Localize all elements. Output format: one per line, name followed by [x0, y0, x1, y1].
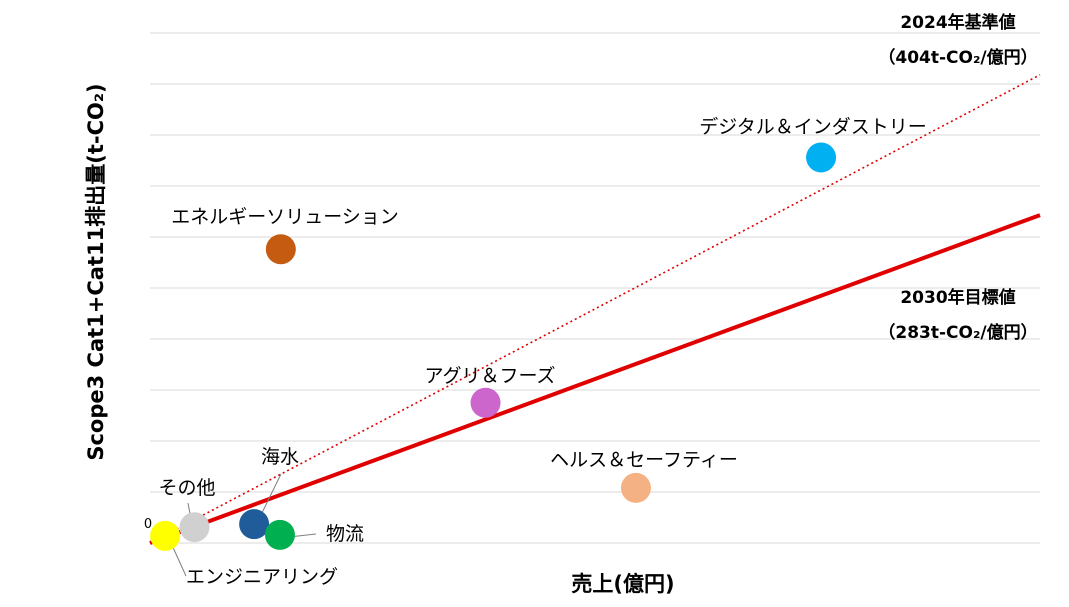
target-2030-line — [149, 213, 1041, 545]
baseline-2024-ratio: （404t-CO₂/億円） — [878, 47, 1037, 68]
y-axis-title: Scope3 Cat1+Cat11排出量(t-CO₂) — [84, 83, 108, 460]
data-point — [264, 519, 295, 550]
data-point-label: デジタル＆インダストリー — [699, 116, 927, 138]
y-tick-label-0: 0 — [144, 517, 152, 532]
data-point — [806, 142, 837, 173]
data-point — [620, 472, 651, 503]
x-axis-title: 売上(億円) — [571, 572, 674, 596]
reference-line-labels: 2024年基準値 （404t-CO₂/億円） 2030年目標値 （283t-CO₂/億… — [878, 12, 1037, 343]
data-point — [470, 387, 501, 418]
data-point — [265, 234, 296, 265]
data-points — [150, 142, 837, 551]
target-2030-label: 2030年目標値 — [900, 287, 1015, 308]
baseline-2024-line — [149, 74, 1041, 544]
leader-line — [170, 542, 187, 577]
data-point-label: エンジニアリング — [186, 566, 338, 588]
reference-lines — [149, 74, 1041, 545]
data-point-label: アグリ＆フーズ — [424, 365, 555, 387]
data-point-label: エネルギーソリューション — [171, 206, 399, 228]
baseline-2024-label: 2024年基準値 — [900, 12, 1015, 33]
data-point — [179, 512, 210, 543]
data-point — [239, 509, 270, 540]
target-2030-ratio: （283t-CO₂/億円） — [878, 322, 1037, 343]
data-point-label: ヘルス＆セーフティー — [550, 449, 738, 471]
gridlines — [150, 32, 1040, 544]
data-point-label: その他 — [158, 477, 215, 499]
point-labels: デジタル＆インダストリーエネルギーソリューションアグリ＆フーズヘルス＆セーフティ… — [158, 116, 926, 588]
data-point-label: 海水 — [261, 446, 299, 468]
data-point-label: 物流 — [326, 523, 364, 545]
data-point — [150, 520, 181, 551]
